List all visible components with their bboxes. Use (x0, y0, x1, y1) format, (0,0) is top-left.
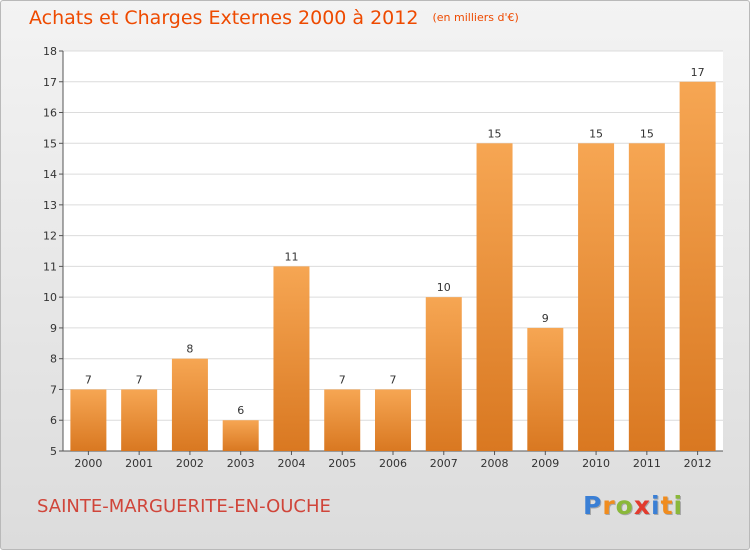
y-tick-label: 13 (43, 199, 57, 212)
x-tick-label: 2000 (74, 457, 102, 470)
y-tick-label: 6 (50, 414, 57, 427)
chart-title-text: Achats et Charges Externes 2000 à 2012 (29, 7, 419, 29)
bar-value-label: 15 (589, 127, 603, 140)
bar (628, 143, 665, 452)
x-tick-label: 2012 (684, 457, 712, 470)
logo-letter: x (633, 491, 651, 520)
y-tick-label: 17 (43, 76, 57, 89)
bar (527, 327, 564, 451)
logo-letter: r (602, 491, 616, 520)
y-tick-label: 16 (43, 107, 57, 120)
bar (476, 143, 513, 452)
y-tick-label: 5 (50, 445, 57, 458)
logo-letter: i (651, 491, 661, 520)
bar-value-label: 7 (136, 373, 143, 386)
city-name: SAINTE-MARGUERITE-EN-OUCHE (37, 496, 331, 517)
y-tick-label: 14 (43, 168, 57, 181)
y-tick-label: 7 (50, 383, 57, 396)
bar-value-label: 7 (85, 373, 92, 386)
bar-value-label: 15 (640, 127, 654, 140)
logo-letter: o (615, 491, 634, 520)
bar-value-label: 10 (437, 281, 451, 294)
x-tick-label: 2004 (277, 457, 305, 470)
x-tick-label: 2011 (633, 457, 661, 470)
logo-letter: t (660, 491, 674, 520)
y-tick-label: 8 (50, 353, 57, 366)
y-tick-label: 15 (43, 137, 57, 150)
bar-value-label: 6 (237, 404, 244, 417)
x-tick-label: 2007 (430, 457, 458, 470)
bar-value-label: 7 (339, 373, 346, 386)
bar (425, 297, 462, 451)
y-tick-label: 11 (43, 260, 57, 273)
bar (273, 266, 310, 451)
x-tick-label: 2005 (328, 457, 356, 470)
bar (121, 389, 158, 451)
bar (375, 389, 411, 451)
y-tick-label: 10 (43, 291, 57, 304)
bar-value-label: 15 (488, 127, 502, 140)
x-tick-label: 2008 (481, 457, 509, 470)
y-tick-label: 9 (50, 322, 57, 335)
bar (171, 358, 208, 451)
bar (578, 143, 615, 452)
logo-letter: i (673, 491, 684, 520)
x-tick-label: 2003 (227, 457, 255, 470)
logo-letter: P (583, 491, 603, 520)
x-tick-label: 2001 (125, 457, 153, 470)
x-tick-label: 2010 (582, 457, 610, 470)
y-tick-label: 12 (43, 230, 57, 243)
bar-value-label: 9 (542, 312, 549, 325)
chart-title: Achats et Charges Externes 2000 à 2012 (… (29, 7, 519, 29)
bar (679, 81, 716, 452)
bar (222, 420, 259, 451)
chart-unit: (en milliers d'€) (432, 11, 519, 24)
x-tick-label: 2006 (379, 457, 407, 470)
bar-value-label: 17 (691, 66, 705, 79)
bar (324, 389, 361, 451)
proxiti-logo: Proxiti (583, 491, 683, 520)
bar (70, 389, 107, 451)
bar-value-label: 7 (390, 373, 397, 386)
y-tick-label: 18 (43, 45, 57, 58)
x-tick-label: 2002 (176, 457, 204, 470)
bar-value-label: 11 (284, 250, 298, 263)
bar-value-label: 8 (186, 343, 193, 356)
x-tick-label: 2009 (531, 457, 559, 470)
